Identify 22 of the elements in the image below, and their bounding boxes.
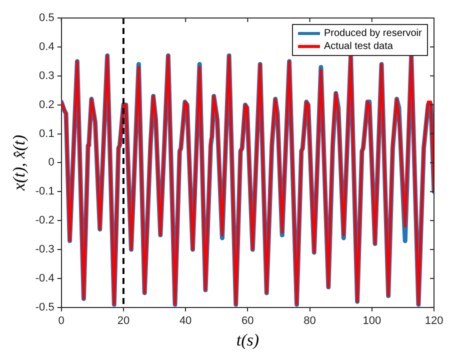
y-tick-label: -0.1: [35, 186, 54, 198]
y-tick-label: 0.4: [39, 40, 54, 53]
y-tick-label: 0.2: [39, 98, 54, 111]
y-tick-label: -0.4: [35, 272, 54, 284]
legend-label: Actual test data: [324, 40, 393, 53]
y-tick-label: -0.2: [35, 214, 54, 227]
y-tick-label: 0: [48, 156, 54, 169]
x-tick-label: 60: [242, 315, 254, 328]
y-tick-label: 0.3: [39, 70, 54, 82]
y-tick-label: -0.5: [35, 301, 54, 314]
x-tick-label: 120: [424, 315, 444, 328]
x-tick-label: 80: [304, 315, 316, 328]
y-tick-label: 0.1: [39, 128, 54, 140]
x-axis-title: t(s): [236, 330, 260, 350]
y-tick-label: 0.5: [39, 12, 54, 24]
x-tick-label: 0: [58, 315, 64, 328]
x-tick-label: 20: [117, 315, 130, 328]
x-tick-label: 100: [362, 315, 382, 328]
y-tick-label: -0.3: [35, 244, 54, 256]
x-tick-label: 40: [179, 315, 192, 328]
legend-label: Produced by reservoir: [324, 27, 422, 40]
y-axis-title: x(t), x̂(t): [10, 134, 29, 192]
